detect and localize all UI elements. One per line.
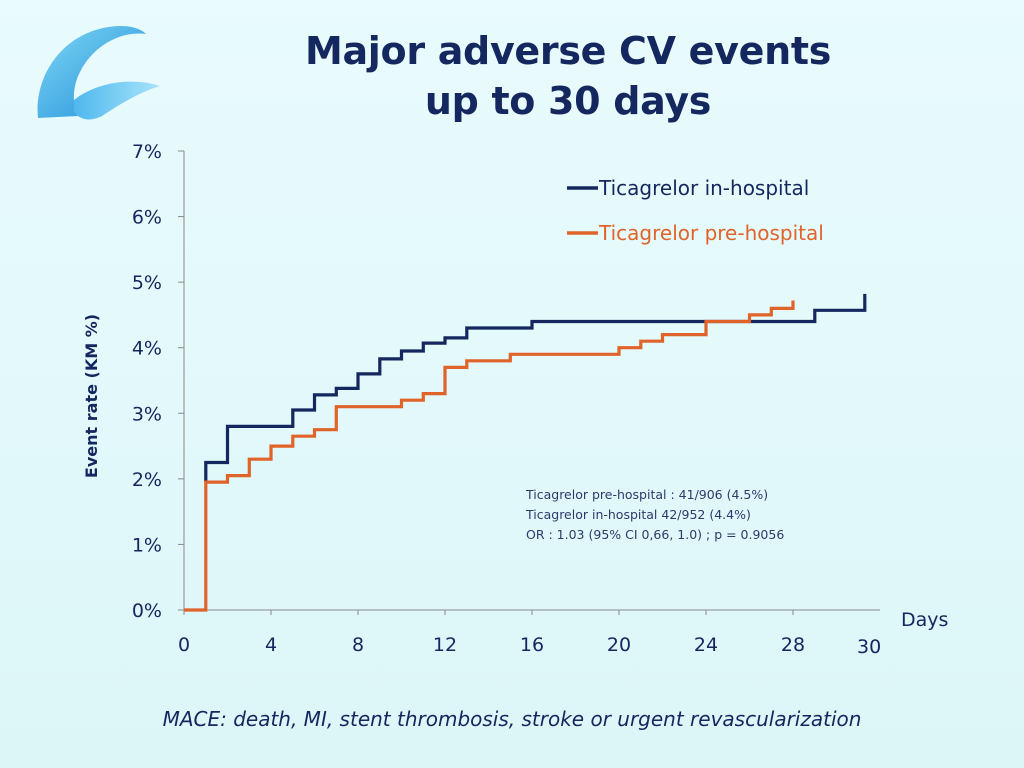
x-tick-label: 12 — [433, 634, 457, 656]
x-axis-label: Days — [901, 609, 948, 631]
series-line-pre-hospital — [184, 300, 795, 612]
stats-annotation-line: Ticagrelor pre-hospital : 41/906 (4.5%) — [525, 487, 768, 502]
y-tick-label: 4% — [132, 338, 162, 360]
x-tick-label: 28 — [781, 634, 805, 656]
series-line-in-hospital — [204, 293, 867, 483]
y-tick-label: 5% — [132, 272, 162, 294]
title-line-1: Major adverse CV events — [304, 29, 832, 73]
stats-annotation-line: Ticagrelor in-hospital 42/952 (4.4%) — [525, 507, 751, 522]
y-tick-label: 0% — [132, 600, 162, 622]
x-tick-label: 24 — [694, 634, 718, 656]
title-line-2: up to 30 days — [424, 79, 712, 123]
y-tick-label: 1% — [132, 534, 162, 556]
footnote: MACE: death, MI, stent thrombosis, strok… — [162, 707, 862, 731]
wave-logo — [37, 25, 160, 120]
x-tick-label: 4 — [265, 634, 277, 656]
legend-label: Ticagrelor in-hospital — [598, 176, 809, 200]
x-tick-label: 20 — [607, 634, 631, 656]
y-tick-label: 3% — [132, 403, 162, 425]
stats-annotation-line: OR : 1.03 (95% CI 0,66, 1.0) ; p = 0.905… — [526, 527, 784, 542]
page-title: Major adverse CV events up to 30 days — [180, 26, 956, 126]
x-end-tick-label: 30 — [857, 636, 881, 658]
x-tick-label: 0 — [178, 634, 190, 656]
y-tick-label: 6% — [132, 207, 162, 229]
y-tick-label: 2% — [132, 469, 162, 491]
y-axis-label: Event rate (KM %) — [82, 314, 101, 478]
x-tick-label: 16 — [520, 634, 544, 656]
y-tick-label: 7% — [132, 141, 162, 163]
x-tick-label: 8 — [352, 634, 364, 656]
legend-label: Ticagrelor pre-hospital — [598, 221, 824, 245]
